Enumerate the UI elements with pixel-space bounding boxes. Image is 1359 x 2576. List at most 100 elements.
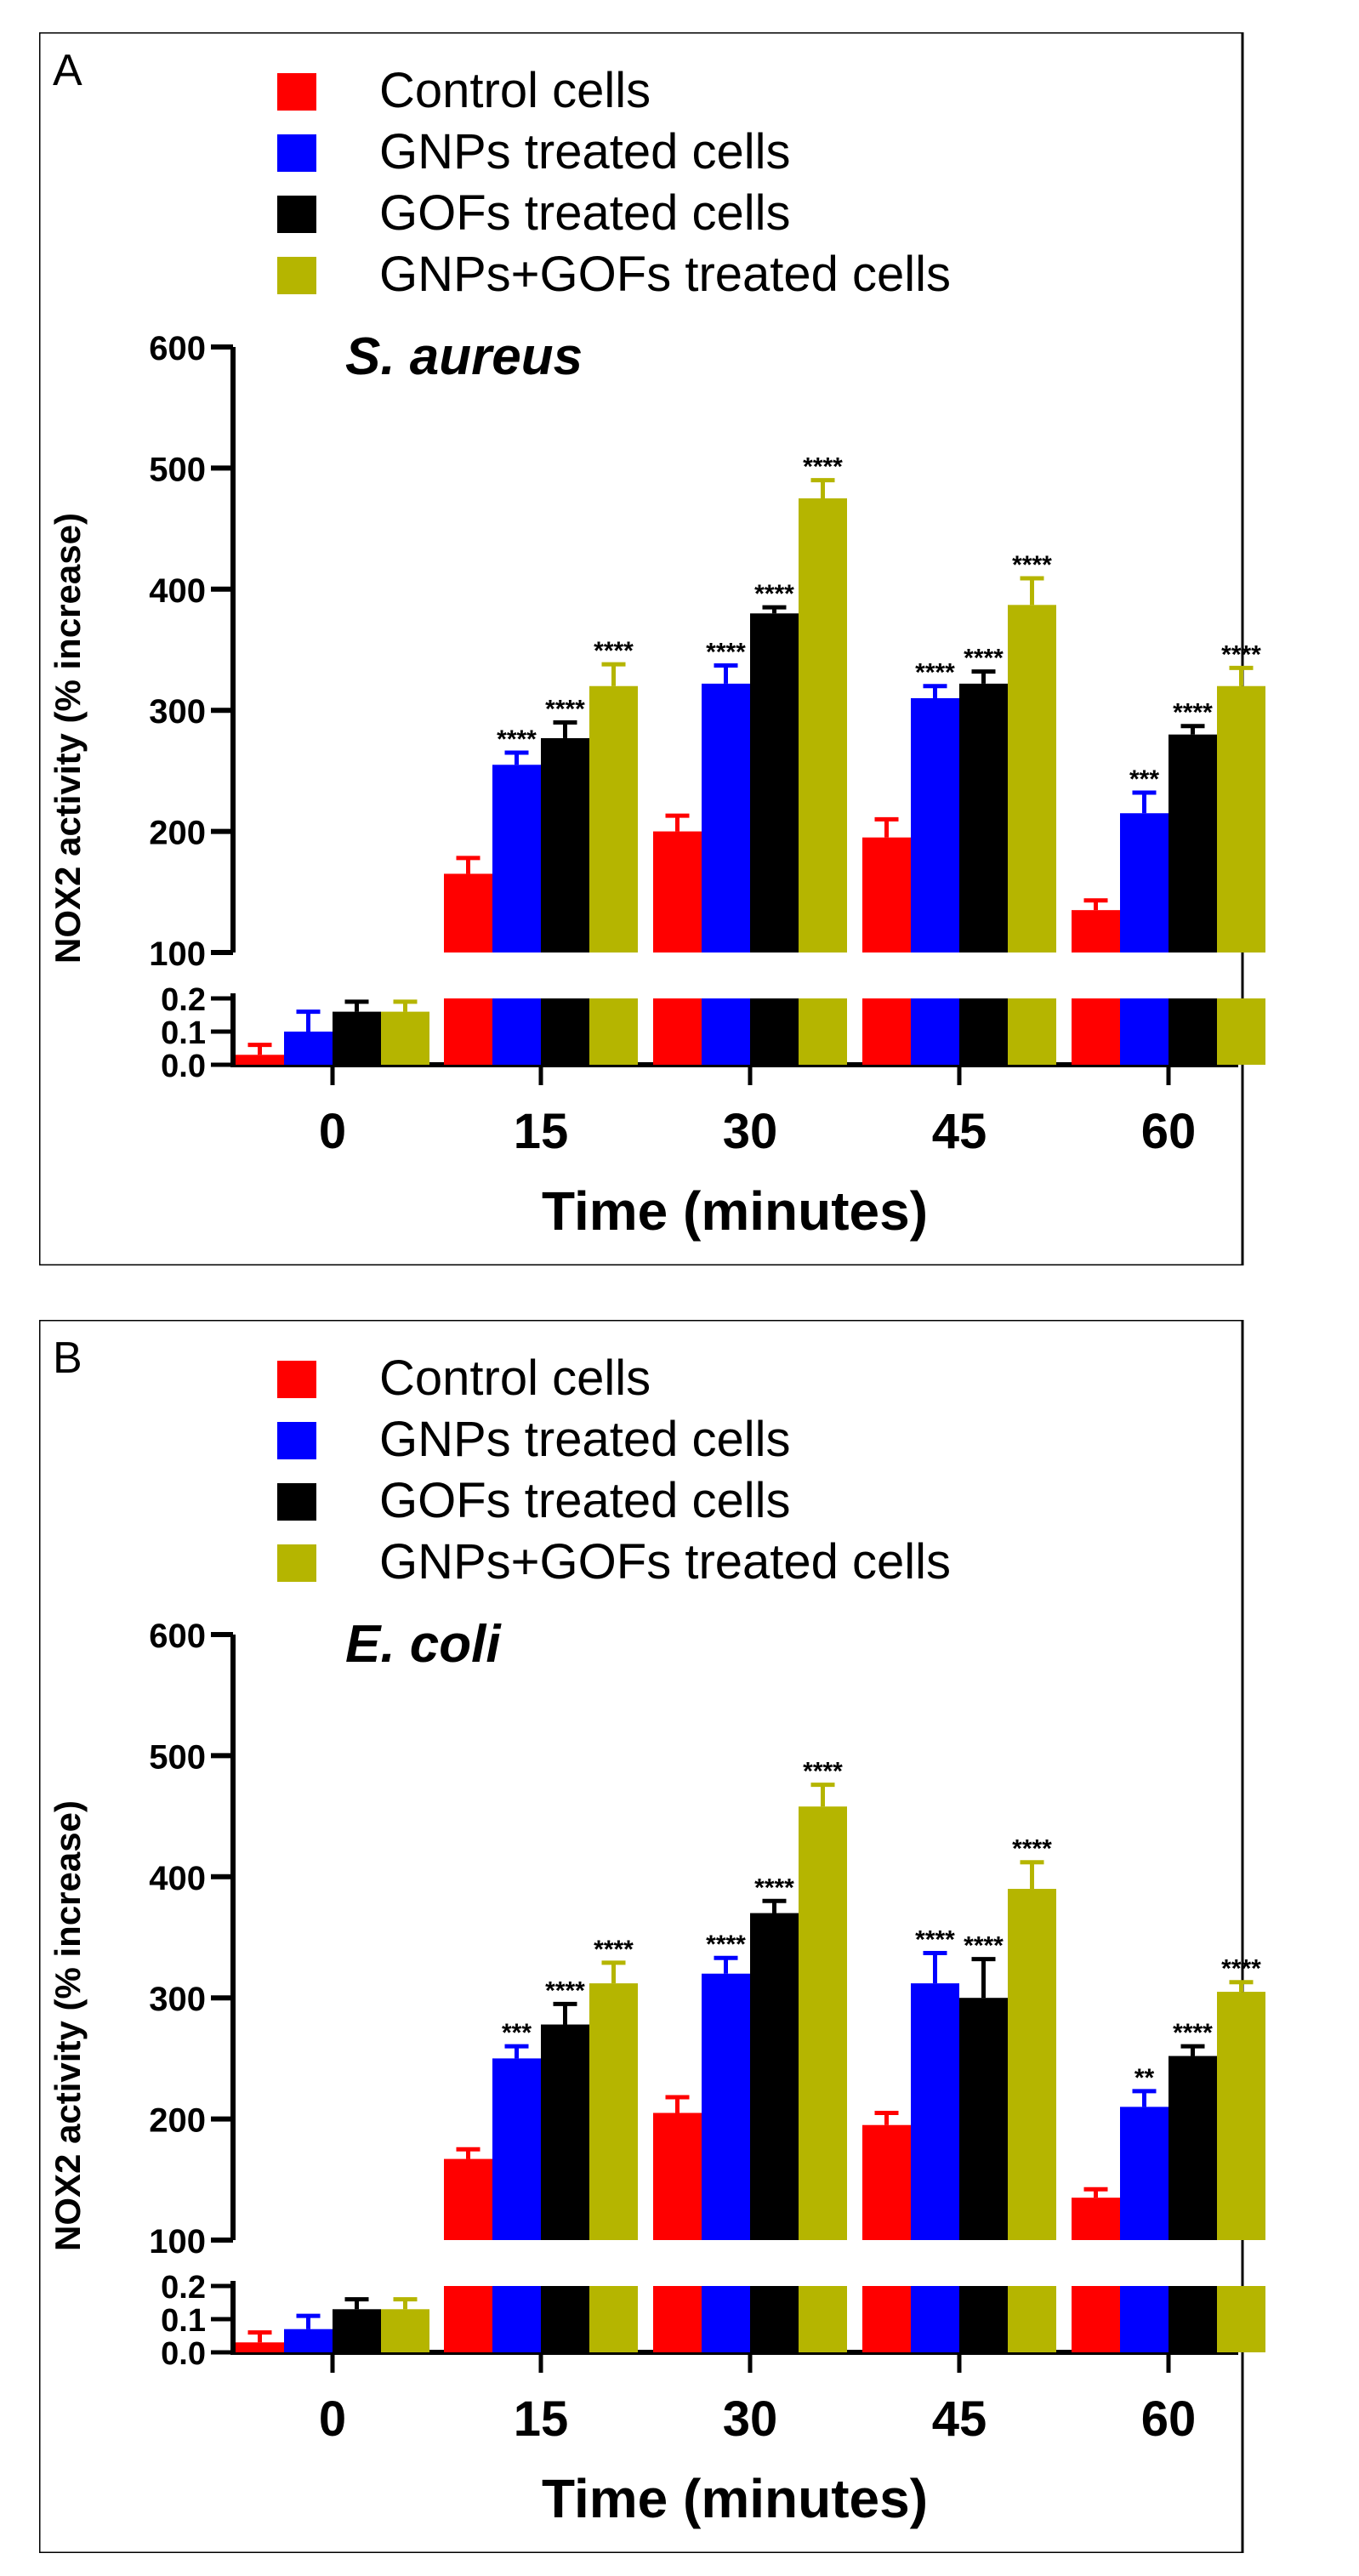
bar-lower-segment [1217,998,1265,1065]
bar [750,1913,799,2240]
bar [702,1973,750,2240]
bar [333,1011,381,1065]
bar [444,873,492,952]
bar [750,613,799,952]
legend-swatch [277,1483,316,1521]
significance-label: **** [594,1936,634,1964]
bar [381,1011,429,1065]
legend-swatch [277,196,316,233]
bar [1120,813,1169,952]
legend: Control cells GNPs treated cells GOFs trea… [277,63,951,302]
y-tick-label: 0.2 [161,2270,206,2306]
bar [862,837,911,952]
significance-label: **** [915,1926,955,1954]
y-axis-label: NOX2 activity (% increase) [48,1800,88,2251]
chart-panel-b: B Control cells GNPs treated cells GOFs tr… [39,1320,1265,2553]
bar [1217,1992,1265,2240]
bar-lower-segment [750,2286,799,2352]
chart-panel-a: A Control cells GNPs treated cells GOFs tr… [39,32,1265,1265]
bar [1008,1889,1056,2240]
bar [653,831,702,952]
bar-lower-segment [492,998,541,1065]
bar-lower-segment [1169,2286,1217,2352]
bar [541,2024,589,2240]
bar [236,1055,284,1065]
legend: Control cells GNPs treated cells GOFs trea… [277,1351,951,1589]
significance-label: ** [1134,2064,1155,2092]
y-tick-label: 500 [149,451,206,488]
legend-swatch [277,1422,316,1459]
bar-lower-segment [862,2286,911,2352]
legend-label: GNPs+GOFs treated cells [379,1534,951,1589]
bar [381,2309,429,2352]
legend-swatch [277,134,316,172]
bar-lower-segment [444,998,492,1065]
y-tick-label: 100 [149,2223,206,2260]
x-tick-label: 60 [1141,1104,1197,1159]
bar [1072,2198,1120,2240]
y-tick-label: 600 [149,1618,206,1655]
bar-lower-segment [541,2286,589,2352]
significance-label: **** [1012,1835,1052,1863]
bar [911,1983,959,2240]
bar [589,1983,638,2240]
y-tick-label: 200 [149,2102,206,2140]
bar-lower-segment [750,998,799,1065]
bars: ****************************************… [236,453,1265,1065]
legend-label: GOFs treated cells [379,185,790,241]
bar-lower-segment [541,998,589,1065]
bar-lower-segment [444,2286,492,2352]
bar-lower-segment [1072,998,1120,1065]
significance-label: **** [754,580,794,608]
y-tick-label: 300 [149,1981,206,2018]
legend-label: Control cells [379,1351,651,1406]
bar [333,2309,381,2352]
legend-label: GNPs treated cells [379,1412,791,1467]
bar-lower-segment [1120,2286,1169,2352]
significance-label: **** [706,639,746,667]
y-tick-label: 400 [149,1860,206,1897]
bar [959,1998,1008,2240]
chart-title: E. coli [345,1615,502,1674]
bar-lower-segment [589,998,638,1065]
x-tick-label: 60 [1141,2391,1197,2447]
bar [1217,685,1265,952]
significance-label: **** [706,1931,746,1959]
bar [236,2342,284,2352]
panel-label: B [53,1333,82,1383]
chart-title: S. aureus [345,327,583,386]
x-tick-label: 30 [723,2391,778,2447]
bar [799,1806,847,2240]
bar-lower-segment [1217,2286,1265,2352]
bar-lower-segment [862,998,911,1065]
bar-lower-segment [653,998,702,1065]
bar-lower-segment [1072,2286,1120,2352]
bar [284,2329,333,2352]
y-tick-label: 200 [149,815,206,852]
y-axis-label: NOX2 activity (% increase) [48,513,88,964]
bar [492,2058,541,2240]
significance-label: **** [964,1932,1004,1960]
y-tick-label: 0.2 [161,982,206,1018]
bar [492,765,541,952]
bar-lower-segment [1169,998,1217,1065]
bar [541,737,589,952]
bar [653,2113,702,2240]
significance-label: **** [1221,1955,1261,1983]
bar-lower-segment [589,2286,638,2352]
significance-label: *** [502,2019,532,2047]
y-tick-label: 0.0 [161,2336,206,2372]
bar [799,498,847,952]
legend-label: GNPs+GOFs treated cells [379,247,951,302]
bar [1169,2056,1217,2240]
legend-label: GOFs treated cells [379,1473,790,1528]
x-tick-label: 45 [932,2391,987,2447]
y-tick-label: 500 [149,1738,206,1776]
significance-label: **** [1221,640,1261,668]
significance-label: **** [754,1874,794,1902]
y-tick-label: 600 [149,330,206,367]
bar-lower-segment [911,2286,959,2352]
significance-label: **** [803,1758,843,1786]
bar [702,683,750,952]
significance-label: **** [545,1976,585,2005]
